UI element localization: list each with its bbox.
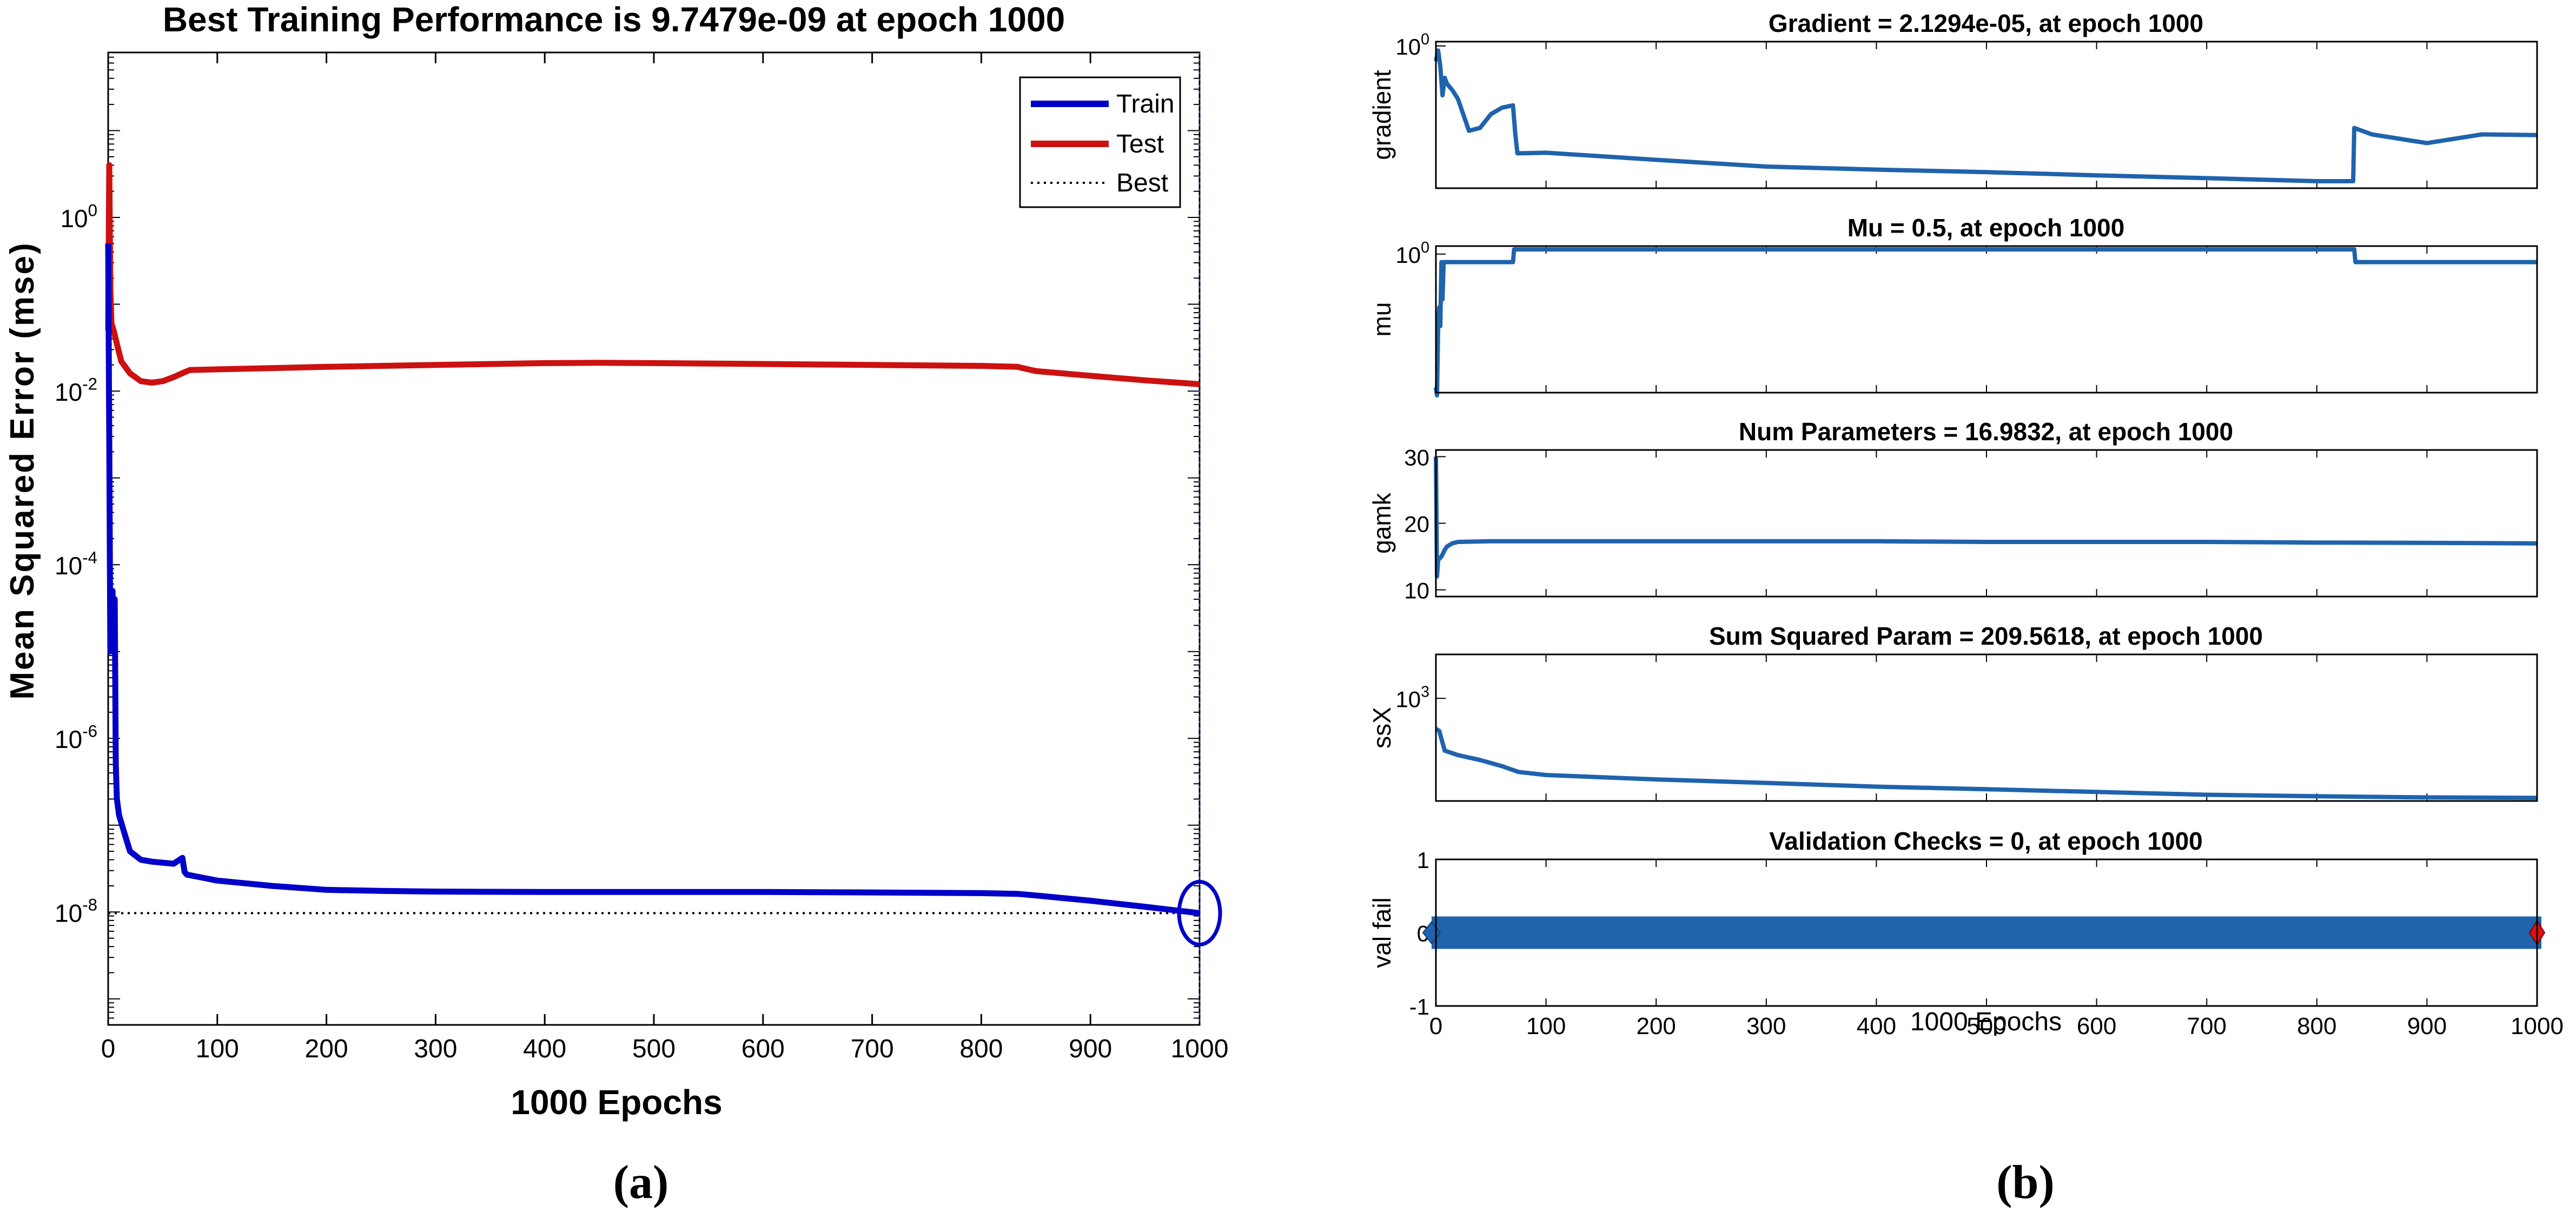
chart-b-subplots: Gradient = 2.1294e-05, at epoch 1000 grad… xyxy=(1368,9,2564,1039)
subplot-valfail-band xyxy=(1432,916,2541,949)
legend-best-label: Best xyxy=(1116,169,1168,197)
chart-b-panel-label: (b) xyxy=(1996,1156,2055,1209)
subplot-valfail-ytick-label: -1 xyxy=(1409,994,1429,1019)
chart-b: Gradient = 2.1294e-05, at epoch 1000 grad… xyxy=(1368,9,2564,1209)
chart-a-xtick-label: 500 xyxy=(632,1035,676,1063)
chart-a-xtick-label: 300 xyxy=(414,1035,457,1063)
subplot-ssx-ylabel: ssX xyxy=(1368,707,1396,749)
legend-test-label: Test xyxy=(1116,130,1164,158)
chart-a-xtick-label: 0 xyxy=(101,1035,116,1063)
chart-a-ytick-label: 10-6 xyxy=(55,722,97,754)
subplot-gamk-ytick-label: 20 xyxy=(1404,512,1429,537)
subplot-gamk-ylabel: gamk xyxy=(1368,492,1396,553)
subplot-mu: Mu = 0.5, at epoch 1000 mu 100 xyxy=(1368,214,2538,398)
chart-b-xtick-label: 800 xyxy=(2297,1013,2336,1039)
chart-a-plot-area xyxy=(107,51,1201,1026)
subplot-gradient-ylabel: gradient xyxy=(1368,70,1396,160)
chart-a: Best Training Performance is 9.7479e-09 … xyxy=(4,0,1228,1209)
subplot-gamk-line xyxy=(1434,456,2538,579)
chart-a-xtick-label: 400 xyxy=(523,1035,566,1063)
chart-a-series-test xyxy=(105,162,1200,387)
chart-b-xtick-label: 1000 xyxy=(2511,1013,2564,1039)
subplot-valfail-title: Validation Checks = 0, at epoch 1000 xyxy=(1769,827,2203,855)
chart-a-ytick-label: 100 xyxy=(60,201,97,233)
chart-b-xlabel: 1000 Epochs xyxy=(1910,1008,2062,1036)
subplot-gradient-ylabel-group: gradient xyxy=(1368,70,1396,160)
chart-b-xtick-label: 700 xyxy=(2187,1013,2226,1039)
chart-a-ylabel-group: Mean Squared Error (mse) xyxy=(4,241,41,699)
chart-a-panel-label: (a) xyxy=(613,1156,669,1209)
chart-a-xtick-label: 800 xyxy=(959,1035,1003,1063)
chart-b-xtick-label: 100 xyxy=(1526,1013,1566,1039)
chart-b-xtick-label: 300 xyxy=(1746,1013,1786,1039)
chart-a-best-circle xyxy=(1177,879,1222,946)
chart-a-ylabel: Mean Squared Error (mse) xyxy=(4,241,41,699)
subplot-mu-title: Mu = 0.5, at epoch 1000 xyxy=(1847,214,2125,242)
subplot-gamk: Num Parameters = 16.9832, at epoch 1000 g… xyxy=(1368,418,2538,604)
subplot-valfail-ylabel-group: val fail xyxy=(1368,897,1396,968)
chart-a-series-train xyxy=(105,243,1200,916)
subplot-gradient-ytick-label: 100 xyxy=(1395,31,1429,59)
subplot-gamk-ytick-label: 10 xyxy=(1404,578,1429,604)
subplot-valfail-axes xyxy=(1435,858,2538,1007)
subplot-valfail-ytick-label: 1 xyxy=(1417,847,1429,873)
chart-a-xtick-label: 600 xyxy=(741,1035,785,1063)
chart-a-ytick-label: 10-8 xyxy=(55,896,97,928)
subplot-mu-ytick-label: 100 xyxy=(1395,239,1429,268)
chart-b-xtick-label: 900 xyxy=(2407,1013,2447,1039)
subplot-gradient-title: Gradient = 2.1294e-05, at epoch 1000 xyxy=(1769,9,2203,37)
subplot-gamk-ylabel-group: gamk xyxy=(1368,492,1396,553)
subplot-mu-axes xyxy=(1435,245,2538,394)
subplot-ssx-line xyxy=(1434,727,2538,800)
subplot-gradient-line xyxy=(1434,48,2538,183)
chart-a-xtick-label: 700 xyxy=(851,1035,894,1063)
chart-b-xtick-label: 200 xyxy=(1636,1013,1676,1039)
chart-a-xtick-label: 900 xyxy=(1069,1035,1112,1063)
subplot-ssx-ytick-label: 103 xyxy=(1395,683,1429,712)
subplot-gamk-title: Num Parameters = 16.9832, at epoch 1000 xyxy=(1739,418,2233,446)
subplot-gradient-axes xyxy=(1435,41,2538,189)
subplot-mu-line xyxy=(1434,247,2537,398)
chart-b-xtick-label: 500 xyxy=(1966,1013,2006,1039)
subplot-ssx-axes xyxy=(1435,653,2538,802)
subplot-ssx: Sum Squared Param = 209.5618, at epoch 1… xyxy=(1368,622,2538,802)
subplot-gamk-axes xyxy=(1435,449,2538,598)
legend-train-label: Train xyxy=(1116,90,1175,118)
subplot-gradient: Gradient = 2.1294e-05, at epoch 1000 grad… xyxy=(1368,9,2538,189)
chart-a-title: Best Training Performance is 9.7479e-09 … xyxy=(163,0,1065,39)
chart-a-xlabel: 1000 Epochs xyxy=(511,1083,722,1122)
subplot-valfail-ylabel: val fail xyxy=(1368,897,1396,968)
chart-a-xtick-label: 200 xyxy=(305,1035,348,1063)
chart-b-xtick-label: 400 xyxy=(1857,1013,1896,1039)
chart-a-ytick-label: 10-2 xyxy=(55,374,97,406)
subplot-mu-ylabel-group: mu xyxy=(1368,302,1396,337)
chart-b-xtick-label: 600 xyxy=(2077,1013,2116,1039)
chart-a-xtick-label: 100 xyxy=(196,1035,239,1063)
chart-b-xtick-label: 0 xyxy=(1429,1013,1442,1039)
subplot-ssx-ylabel-group: ssX xyxy=(1368,707,1396,749)
subplot-ssx-title: Sum Squared Param = 209.5618, at epoch 1… xyxy=(1709,622,2263,650)
chart-a-series xyxy=(105,52,1222,1025)
subplot-mu-ylabel: mu xyxy=(1368,302,1396,337)
chart-a-ytick-label: 10-4 xyxy=(55,548,97,580)
chart-a-legend: Train Test Best xyxy=(1019,76,1181,208)
subplot-valfail: Validation Checks = 0, at epoch 1000 val … xyxy=(1368,827,2564,1039)
chart-a-xtick-label: 1000 xyxy=(1171,1035,1229,1063)
subplot-gamk-ytick-label: 30 xyxy=(1404,445,1429,470)
